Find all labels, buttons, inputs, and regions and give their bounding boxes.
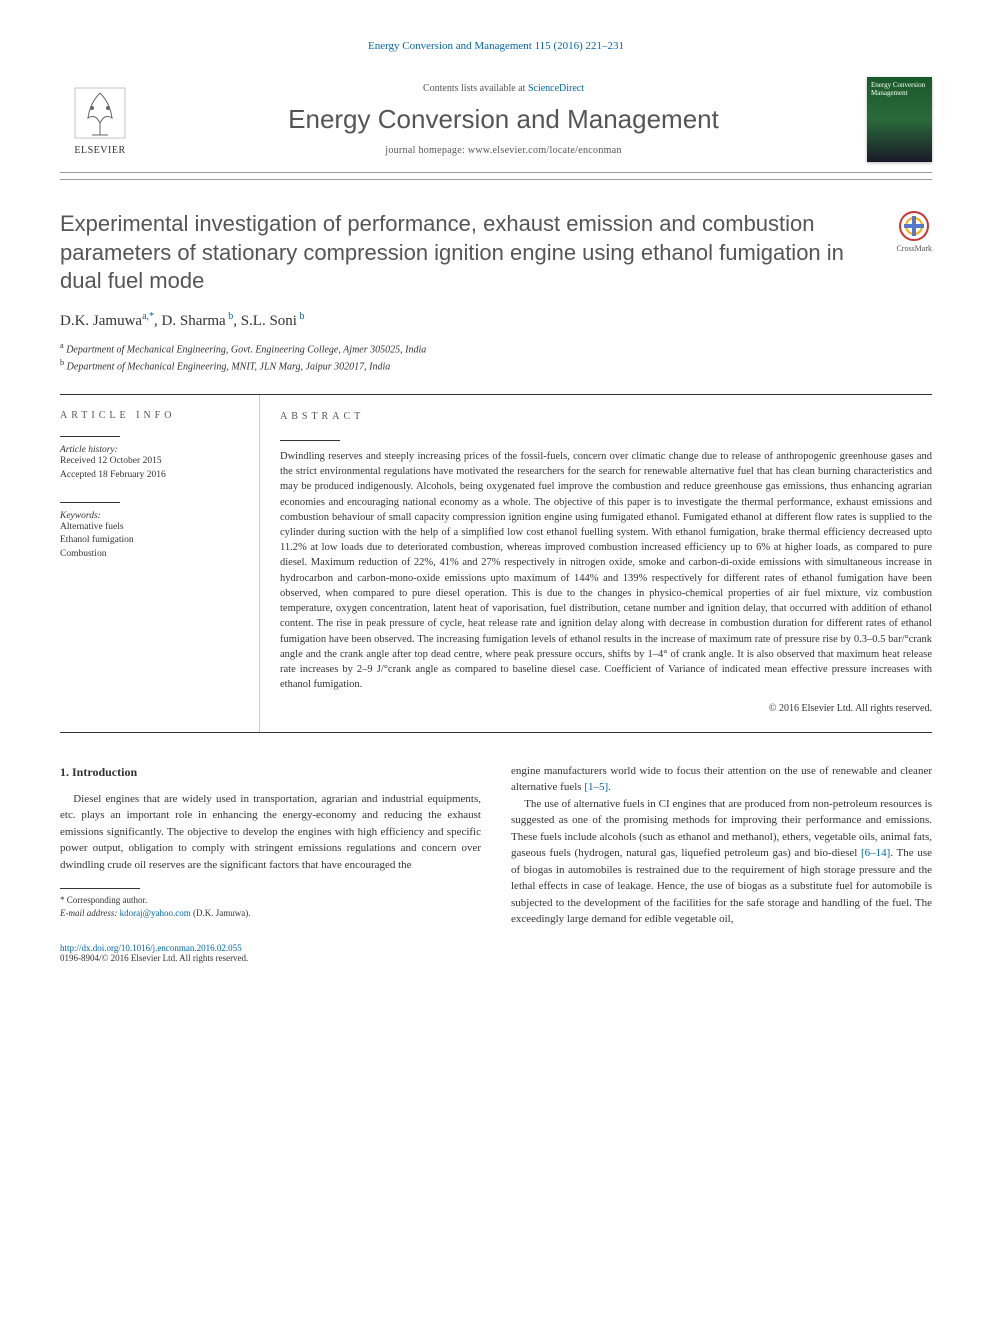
author-list: D.K. Jamuwaa,*, D. Sharma b, S.L. Soni b [60, 311, 932, 330]
p2-text-a: engine manufacturers world wide to focus… [511, 765, 932, 794]
crossmark-label: CrossMark [896, 244, 932, 253]
keywords-label: Keywords: [60, 511, 244, 521]
ref-link-1-5[interactable]: [1–5] [584, 781, 608, 793]
keyword-2: Ethanol fumigation [60, 534, 244, 547]
bottom-meta: http://dx.doi.org/10.1016/j.enconman.201… [60, 943, 932, 963]
abstract-rule [280, 440, 340, 441]
journal-homepage: journal homepage: www.elsevier.com/locat… [150, 145, 857, 156]
header-citation: Energy Conversion and Management 115 (20… [60, 40, 932, 52]
author-2[interactable]: , D. Sharma [154, 313, 226, 329]
intro-para-3: The use of alternative fuels in CI engin… [511, 796, 932, 928]
body-columns: 1. Introduction Diesel engines that are … [60, 763, 932, 928]
affiliation-b: b Department of Mechanical Engineering, … [60, 357, 932, 374]
title-row: Experimental investigation of performanc… [60, 179, 932, 296]
elsevier-tree-icon [70, 83, 130, 143]
intro-para-1: Diesel engines that are widely used in t… [60, 791, 481, 874]
affiliations: a Department of Mechanical Engineering, … [60, 340, 932, 375]
contents-list-line: Contents lists available at ScienceDirec… [150, 83, 857, 94]
keyword-3: Combustion [60, 548, 244, 561]
info-rule-2 [60, 502, 120, 503]
masthead: ELSEVIER Contents lists available at Sci… [60, 67, 932, 173]
crossmark-badge[interactable]: CrossMark [896, 210, 932, 253]
author-1-sup: a,* [142, 311, 154, 322]
abstract-label: abstract [280, 410, 932, 425]
article-title: Experimental investigation of performanc… [60, 210, 876, 296]
elsevier-logo[interactable]: ELSEVIER [60, 83, 140, 156]
abstract-text: Dwindling reserves and steeply increasin… [280, 449, 932, 693]
journal-cover-thumbnail[interactable]: Energy Conversion Management [867, 77, 932, 162]
crossmark-icon [898, 210, 930, 242]
sciencedirect-link[interactable]: ScienceDirect [528, 83, 584, 94]
email-label: E-mail address: [60, 908, 120, 918]
homepage-prefix: journal homepage: [385, 145, 468, 156]
author-3-sup: b [297, 311, 305, 322]
accepted-date: Accepted 18 February 2016 [60, 469, 244, 482]
doi-link[interactable]: http://dx.doi.org/10.1016/j.enconman.201… [60, 943, 242, 953]
journal-name: Energy Conversion and Management [150, 104, 857, 135]
section-1-heading: 1. Introduction [60, 763, 481, 781]
homepage-url: www.elsevier.com/locate/enconman [468, 145, 622, 156]
corr-text: Corresponding author. [67, 895, 148, 905]
info-abstract-block: article info Article history: Received 1… [60, 394, 932, 733]
abstract-copyright: © 2016 Elsevier Ltd. All rights reserved… [280, 702, 932, 717]
footnotes: * Corresponding author. E-mail address: … [60, 894, 481, 919]
email-line: E-mail address: kdoraj@yahoo.com (D.K. J… [60, 907, 481, 920]
article-info-label: article info [60, 410, 244, 421]
abstract-column: abstract Dwindling reserves and steeply … [260, 395, 932, 732]
author-3[interactable]: , S.L. Soni [233, 313, 297, 329]
article-info-column: article info Article history: Received 1… [60, 395, 260, 732]
ref-link-6-14[interactable]: [6–14] [861, 847, 890, 859]
aff-a-text: Department of Mechanical Engineering, Go… [64, 344, 427, 355]
aff-b-text: Department of Mechanical Engineering, MN… [64, 361, 390, 372]
keyword-1: Alternative fuels [60, 521, 244, 534]
contents-prefix: Contents lists available at [423, 83, 528, 94]
author-1[interactable]: D.K. Jamuwa [60, 313, 142, 329]
corr-marker: * [60, 895, 67, 905]
received-date: Received 12 October 2015 [60, 455, 244, 468]
article-history: Article history: Received 12 October 201… [60, 445, 244, 482]
corresponding-author-note: * Corresponding author. [60, 894, 481, 907]
email-link[interactable]: kdoraj@yahoo.com [120, 908, 191, 918]
intro-para-2: engine manufacturers world wide to focus… [511, 763, 932, 796]
cover-text: Energy Conversion Management [871, 81, 925, 97]
elsevier-brand: ELSEVIER [60, 145, 140, 156]
masthead-center: Contents lists available at ScienceDirec… [140, 83, 867, 156]
issn-copyright: 0196-8904/© 2016 Elsevier Ltd. All right… [60, 953, 932, 963]
email-suffix: (D.K. Jamuwa). [191, 908, 251, 918]
history-label: Article history: [60, 445, 244, 455]
info-rule-1 [60, 436, 120, 437]
keywords-block: Keywords: Alternative fuels Ethanol fumi… [60, 511, 244, 561]
affiliation-a: a Department of Mechanical Engineering, … [60, 340, 932, 357]
p2-text-b: . [608, 781, 611, 793]
footnote-separator [60, 888, 140, 889]
